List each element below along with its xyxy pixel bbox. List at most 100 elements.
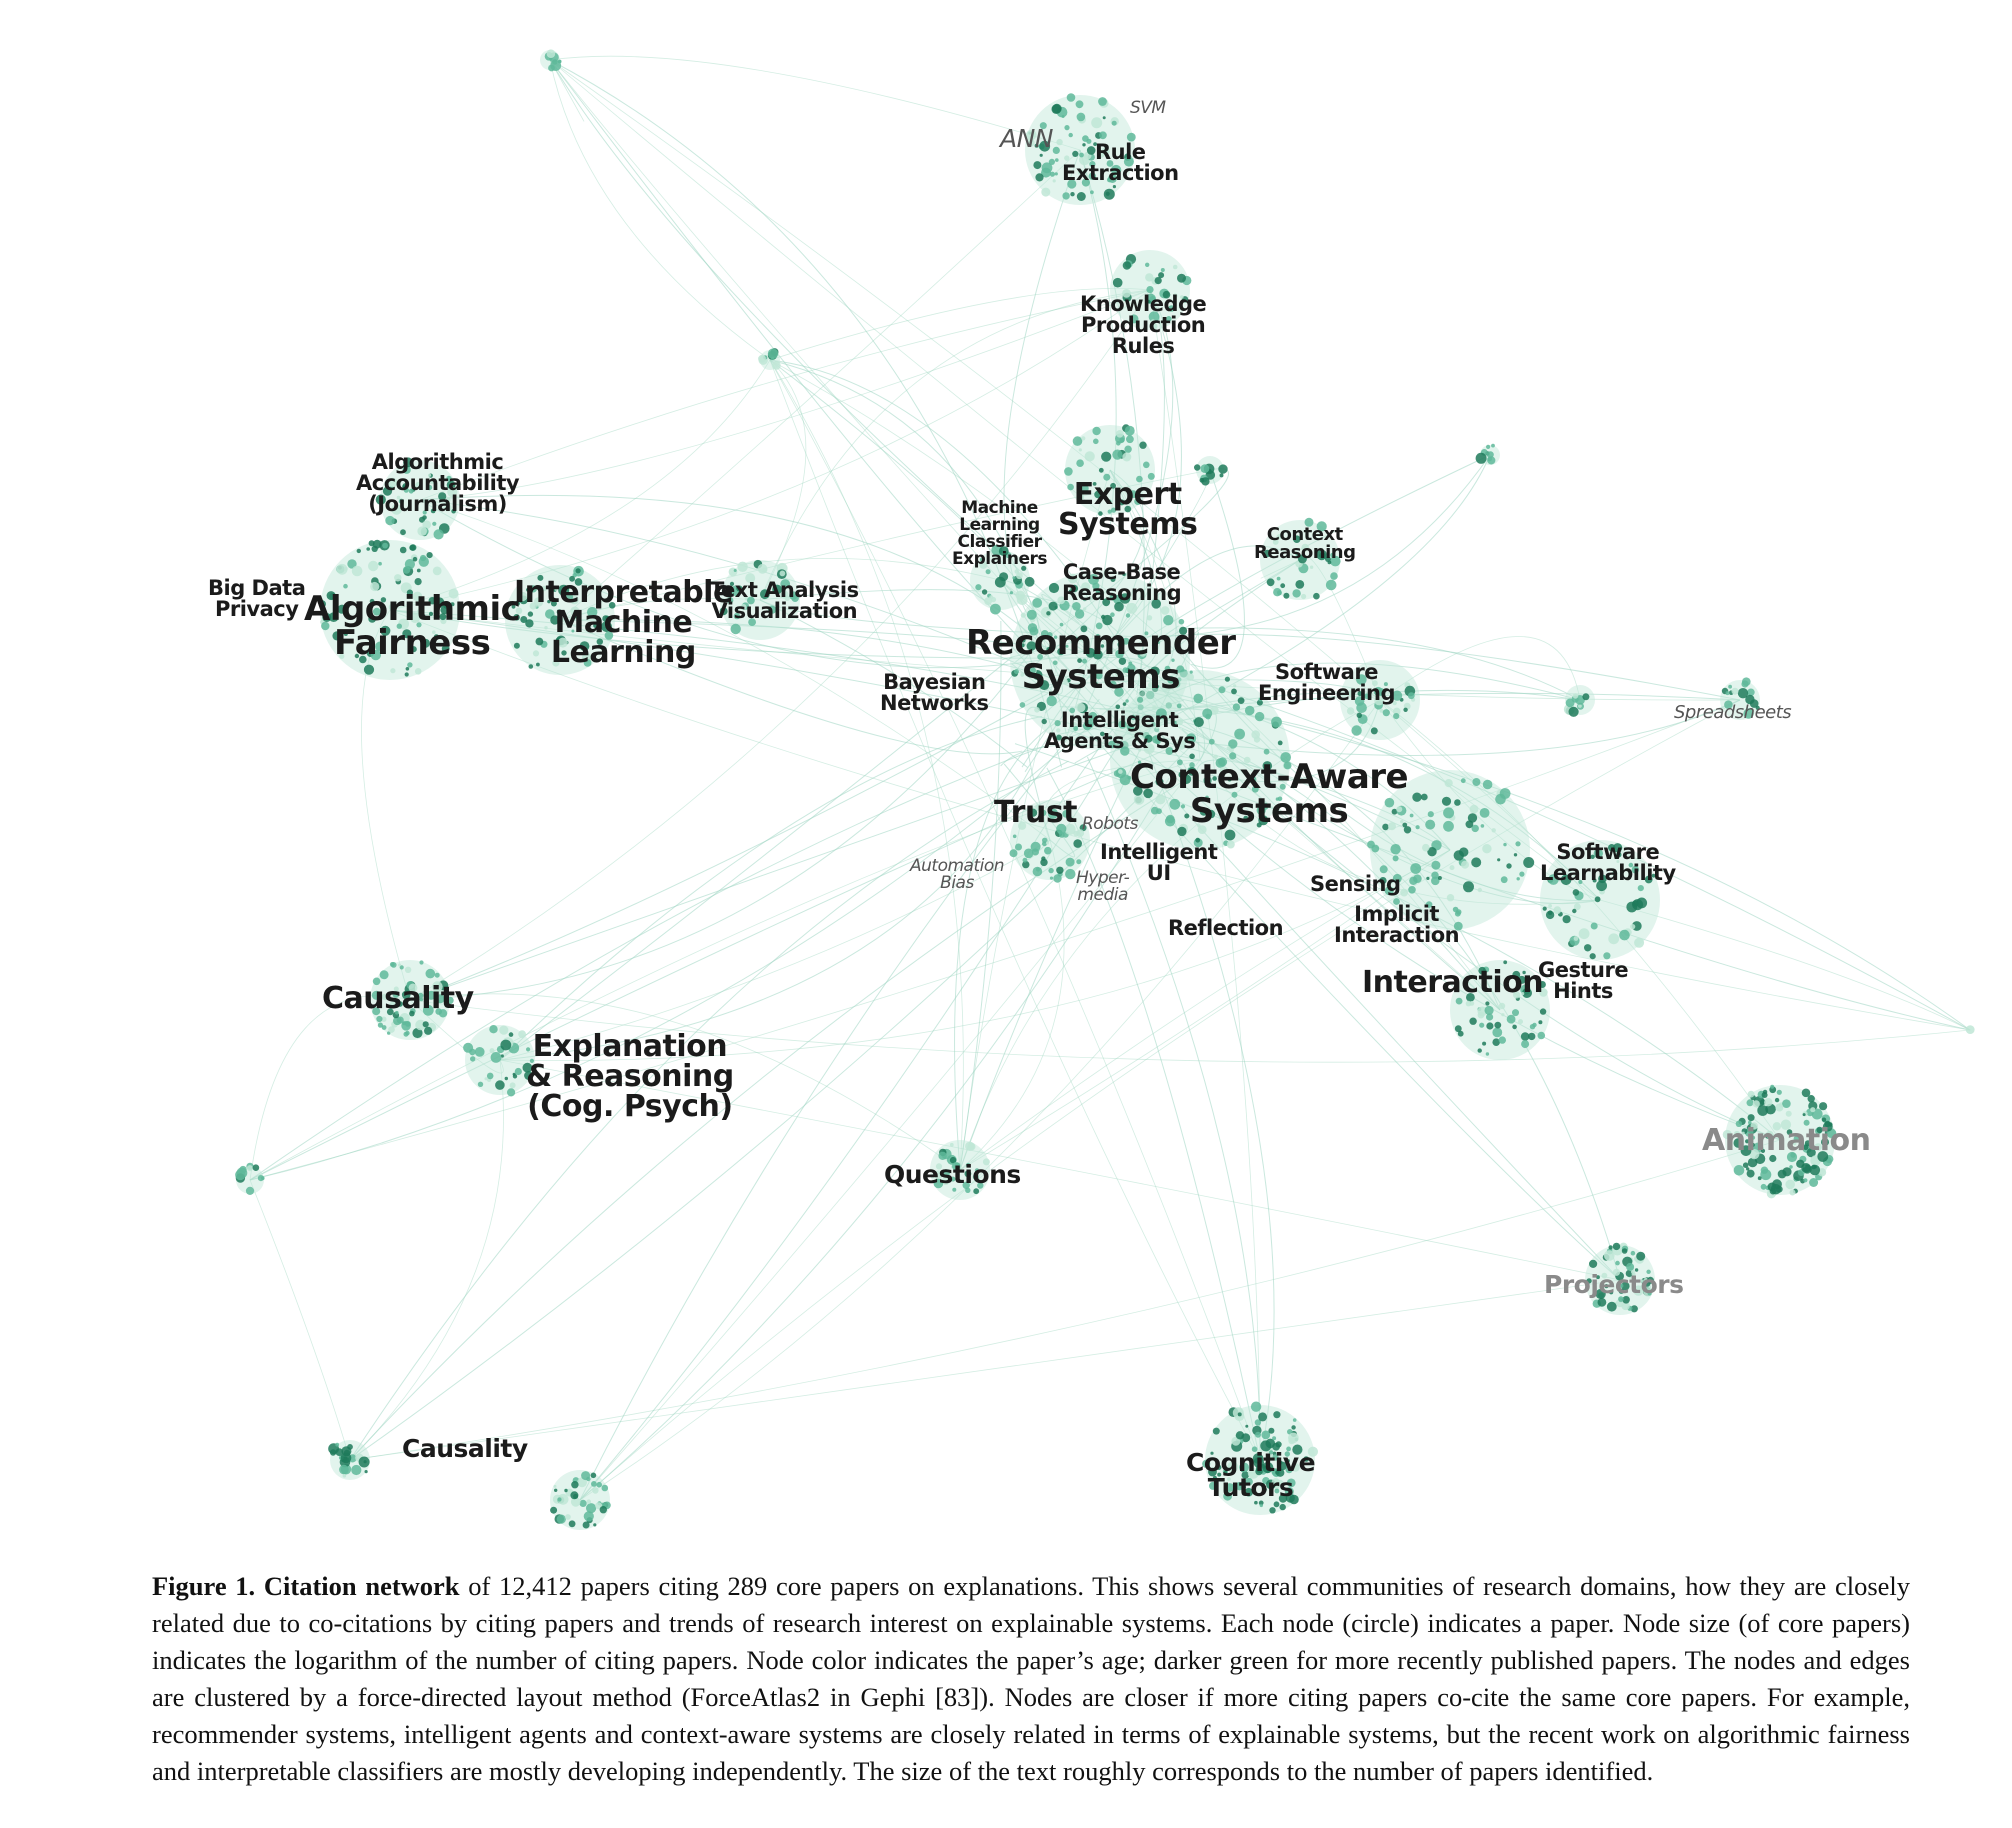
paper-node — [1081, 178, 1090, 187]
paper-node — [1364, 693, 1370, 700]
paper-node — [489, 1048, 495, 1054]
paper-node — [1099, 131, 1107, 140]
paper-node — [1163, 615, 1174, 626]
paper-node — [1186, 673, 1194, 681]
citation-edge — [1181, 627, 1581, 701]
paper-node — [1137, 760, 1142, 764]
paper-node — [1048, 582, 1060, 594]
paper-node — [1271, 716, 1282, 728]
paper-node — [1592, 878, 1597, 883]
paper-node — [1177, 273, 1186, 283]
paper-node — [748, 618, 756, 626]
paper-node — [422, 1021, 429, 1028]
paper-node — [518, 1030, 526, 1038]
paper-node — [1095, 589, 1101, 594]
citation-edge — [1117, 656, 1971, 1031]
paper-node — [758, 354, 766, 363]
paper-node — [463, 1042, 474, 1053]
paper-node — [1760, 1183, 1767, 1190]
paper-node — [1292, 1444, 1303, 1455]
paper-node — [1065, 857, 1075, 867]
paper-node — [553, 1484, 557, 1488]
paper-node — [1402, 822, 1408, 828]
paper-node — [426, 990, 436, 1000]
citation-edge — [759, 359, 807, 601]
paper-node — [1015, 843, 1022, 851]
label-intelligent-agents: Intelligent Agents & Sys — [1044, 708, 1196, 753]
paper-node — [557, 1493, 569, 1505]
paper-node — [1632, 900, 1639, 907]
paper-node — [1092, 582, 1100, 590]
citation-edge — [579, 698, 1100, 1501]
paper-node — [1761, 1092, 1768, 1098]
paper-node — [1256, 822, 1262, 828]
paper-node — [415, 481, 422, 489]
paper-node — [1254, 1500, 1258, 1505]
paper-node — [1122, 572, 1126, 576]
paper-node — [1124, 505, 1132, 513]
paper-node — [1747, 1114, 1755, 1122]
paper-node — [1046, 695, 1057, 707]
paper-node — [432, 630, 436, 634]
paper-node — [602, 615, 609, 622]
paper-node — [1741, 1131, 1745, 1136]
paper-node — [1750, 1142, 1755, 1147]
paper-node — [1506, 863, 1512, 869]
paper-node — [1258, 697, 1263, 702]
paper-node — [1016, 594, 1028, 605]
paper-node — [1262, 1462, 1274, 1473]
paper-node — [1119, 437, 1125, 443]
citation-edge — [361, 609, 411, 1001]
citation-edge — [1109, 469, 1201, 761]
paper-node — [1058, 830, 1063, 835]
paper-node — [557, 637, 568, 648]
paper-node — [1193, 693, 1203, 704]
citation-edge — [1260, 559, 1301, 579]
paper-node — [729, 581, 735, 587]
paper-node — [1180, 295, 1184, 299]
paper-node — [1400, 888, 1408, 897]
paper-node — [398, 498, 404, 504]
paper-node — [1538, 981, 1546, 988]
label-algorithmic-accountability: Algorithmic Accountability (Journalism) — [356, 450, 520, 516]
paper-node — [1124, 425, 1135, 436]
paper-node — [572, 573, 577, 578]
paper-node — [435, 1008, 443, 1015]
paper-node — [1258, 1412, 1268, 1422]
paper-node — [1469, 804, 1479, 814]
paper-node — [1392, 690, 1403, 701]
paper-node — [1137, 704, 1144, 711]
paper-node — [760, 589, 770, 600]
paper-node — [405, 667, 410, 671]
paper-node — [737, 561, 748, 572]
paper-node — [351, 565, 363, 577]
paper-node — [1501, 1013, 1505, 1017]
paper-node — [535, 637, 544, 646]
paper-node — [1452, 906, 1459, 913]
paper-node — [425, 968, 436, 979]
paper-node — [736, 585, 743, 592]
citation-edge — [549, 59, 1601, 901]
paper-node — [1168, 305, 1175, 312]
paper-node — [565, 1514, 571, 1520]
paper-node — [1372, 680, 1378, 687]
citation-edge — [1046, 767, 1261, 1461]
label-intelligent-ui: Intelligent UI — [1100, 840, 1218, 885]
paper-node — [1276, 534, 1282, 540]
paper-node — [586, 1499, 591, 1504]
paper-node — [1755, 705, 1760, 711]
paper-node — [1619, 929, 1630, 941]
paper-node — [1118, 499, 1125, 506]
paper-node — [470, 1056, 476, 1062]
paper-node — [1122, 261, 1132, 270]
citation-edge — [1149, 289, 1261, 1461]
paper-node — [1792, 1141, 1797, 1146]
paper-node — [1064, 823, 1076, 835]
citation-edge — [409, 743, 1135, 1001]
paper-node — [1492, 1027, 1503, 1038]
paper-node — [575, 568, 581, 574]
paper-node — [1752, 1100, 1760, 1108]
paper-node — [1796, 1159, 1805, 1169]
cluster-halo — [720, 560, 800, 640]
paper-node — [1093, 142, 1097, 147]
